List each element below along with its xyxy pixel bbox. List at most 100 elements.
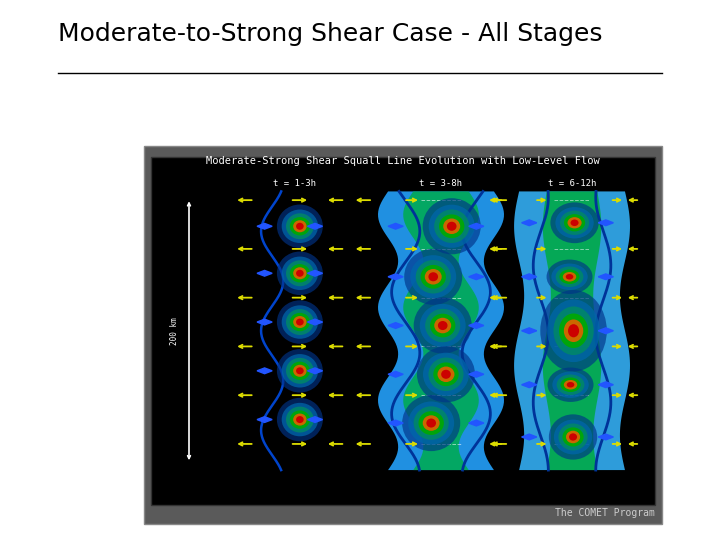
Polygon shape bbox=[598, 220, 613, 226]
Ellipse shape bbox=[282, 354, 318, 388]
Ellipse shape bbox=[423, 415, 440, 431]
Ellipse shape bbox=[426, 309, 460, 342]
Ellipse shape bbox=[559, 423, 588, 450]
Ellipse shape bbox=[552, 264, 588, 290]
Text: Moderate-to-Strong Shear Case - All Stages: Moderate-to-Strong Shear Case - All Stag… bbox=[58, 22, 602, 45]
Ellipse shape bbox=[296, 222, 304, 230]
Polygon shape bbox=[521, 328, 537, 334]
Ellipse shape bbox=[286, 213, 314, 239]
Polygon shape bbox=[598, 328, 613, 334]
Ellipse shape bbox=[447, 222, 456, 231]
Ellipse shape bbox=[293, 414, 307, 426]
Ellipse shape bbox=[277, 398, 323, 441]
Ellipse shape bbox=[438, 367, 454, 382]
Ellipse shape bbox=[430, 314, 456, 338]
Ellipse shape bbox=[568, 324, 579, 338]
Ellipse shape bbox=[282, 210, 318, 243]
Ellipse shape bbox=[286, 309, 314, 335]
Polygon shape bbox=[598, 274, 613, 280]
Ellipse shape bbox=[428, 272, 438, 281]
Ellipse shape bbox=[282, 305, 318, 339]
Ellipse shape bbox=[414, 298, 472, 354]
Ellipse shape bbox=[560, 211, 589, 235]
Polygon shape bbox=[469, 224, 484, 229]
Ellipse shape bbox=[434, 210, 469, 243]
Ellipse shape bbox=[546, 260, 593, 294]
Ellipse shape bbox=[296, 270, 304, 277]
Ellipse shape bbox=[434, 318, 451, 333]
Ellipse shape bbox=[554, 420, 592, 454]
Ellipse shape bbox=[562, 427, 584, 447]
Ellipse shape bbox=[567, 382, 575, 388]
Ellipse shape bbox=[564, 214, 585, 232]
Polygon shape bbox=[598, 434, 613, 440]
Polygon shape bbox=[257, 271, 272, 276]
Ellipse shape bbox=[567, 217, 582, 228]
Polygon shape bbox=[521, 274, 537, 280]
Ellipse shape bbox=[557, 374, 585, 395]
Polygon shape bbox=[257, 417, 272, 422]
Ellipse shape bbox=[438, 321, 448, 330]
Ellipse shape bbox=[555, 207, 594, 239]
Polygon shape bbox=[388, 323, 403, 328]
Ellipse shape bbox=[420, 304, 466, 347]
Polygon shape bbox=[307, 368, 323, 374]
Polygon shape bbox=[469, 323, 484, 328]
Polygon shape bbox=[307, 271, 323, 276]
Ellipse shape bbox=[415, 260, 451, 294]
Ellipse shape bbox=[441, 370, 451, 379]
Ellipse shape bbox=[290, 410, 310, 429]
Ellipse shape bbox=[566, 274, 573, 280]
Ellipse shape bbox=[402, 395, 460, 451]
Polygon shape bbox=[469, 274, 484, 280]
Ellipse shape bbox=[433, 362, 459, 386]
Ellipse shape bbox=[290, 362, 310, 380]
Polygon shape bbox=[521, 434, 537, 440]
Bar bbox=[151, 157, 655, 505]
Ellipse shape bbox=[564, 320, 583, 342]
Ellipse shape bbox=[277, 349, 323, 393]
Ellipse shape bbox=[286, 407, 314, 433]
Ellipse shape bbox=[560, 377, 580, 392]
Ellipse shape bbox=[547, 299, 600, 362]
Bar bbox=[144, 146, 662, 524]
Text: t = 3-8h: t = 3-8h bbox=[420, 179, 462, 188]
Polygon shape bbox=[514, 192, 630, 470]
Text: t = 6-12h: t = 6-12h bbox=[548, 179, 596, 188]
Ellipse shape bbox=[549, 414, 597, 460]
Ellipse shape bbox=[423, 198, 481, 254]
Polygon shape bbox=[307, 417, 323, 422]
Ellipse shape bbox=[554, 307, 594, 355]
Ellipse shape bbox=[420, 265, 446, 289]
Ellipse shape bbox=[570, 219, 579, 226]
Ellipse shape bbox=[423, 353, 469, 396]
Polygon shape bbox=[388, 274, 403, 280]
Ellipse shape bbox=[418, 411, 444, 435]
Ellipse shape bbox=[556, 267, 583, 287]
Ellipse shape bbox=[293, 267, 307, 279]
Ellipse shape bbox=[277, 300, 323, 344]
Ellipse shape bbox=[410, 255, 456, 299]
Ellipse shape bbox=[425, 269, 441, 285]
Ellipse shape bbox=[404, 249, 462, 305]
Polygon shape bbox=[388, 420, 403, 426]
Polygon shape bbox=[257, 319, 272, 325]
Text: The COMET Program: The COMET Program bbox=[555, 508, 655, 518]
Ellipse shape bbox=[444, 219, 460, 234]
Ellipse shape bbox=[282, 256, 318, 290]
Ellipse shape bbox=[277, 252, 323, 295]
Ellipse shape bbox=[563, 272, 576, 281]
Ellipse shape bbox=[569, 433, 577, 441]
Polygon shape bbox=[388, 224, 403, 229]
Ellipse shape bbox=[413, 406, 449, 440]
Polygon shape bbox=[307, 224, 323, 229]
Ellipse shape bbox=[290, 217, 310, 235]
Polygon shape bbox=[388, 372, 403, 377]
Ellipse shape bbox=[293, 220, 307, 232]
Ellipse shape bbox=[296, 367, 304, 374]
Ellipse shape bbox=[428, 357, 464, 391]
Ellipse shape bbox=[290, 313, 310, 331]
Ellipse shape bbox=[417, 346, 475, 402]
Ellipse shape bbox=[564, 380, 577, 389]
Polygon shape bbox=[257, 224, 272, 229]
